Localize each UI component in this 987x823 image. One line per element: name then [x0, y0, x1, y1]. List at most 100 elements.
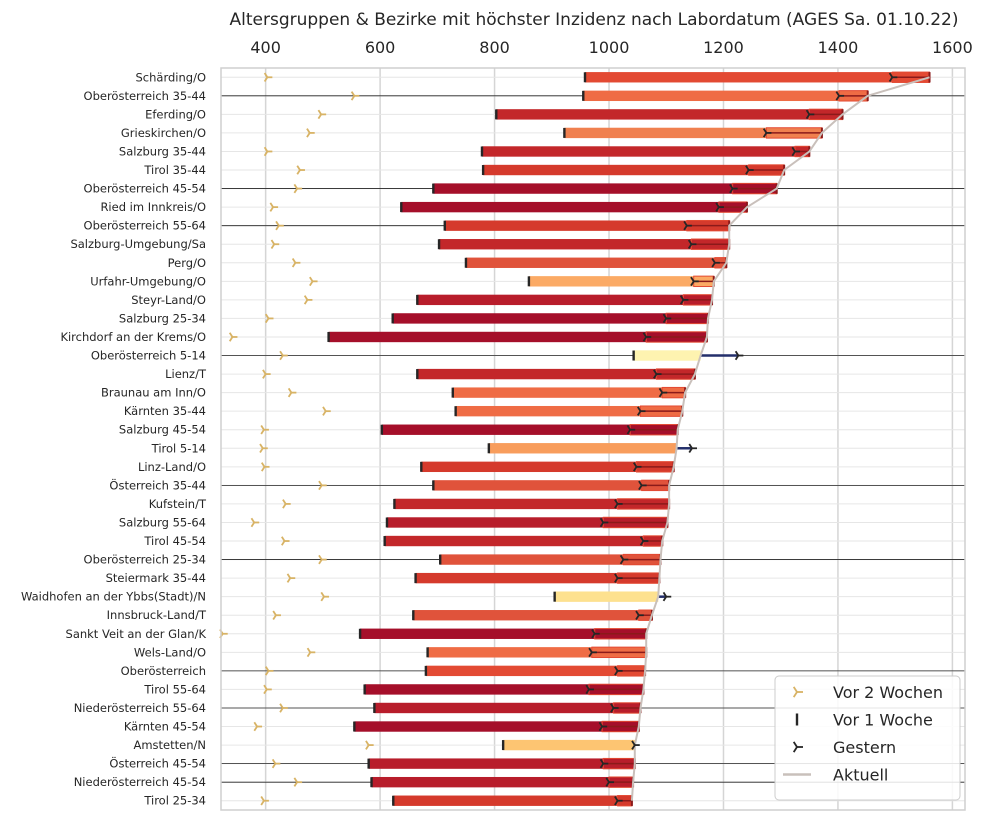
bar [528, 276, 694, 287]
legend-label-yesterday: Gestern [833, 738, 896, 757]
plot-frame [220, 67, 966, 811]
y-tick-label: Perg/O [168, 256, 206, 270]
bar [440, 554, 624, 565]
marker-yesterday [683, 220, 692, 231]
marker-two-weeks [293, 183, 303, 194]
marker-two-weeks [317, 109, 327, 120]
legend-marker-yesterday [792, 741, 803, 753]
bar [425, 665, 618, 677]
bar [427, 647, 592, 658]
y-tick-label: Österreich 35-44 [109, 476, 206, 492]
marker-two-weeks [309, 276, 318, 287]
marker-two-weeks [286, 573, 296, 583]
y-tick-label: Tirol 5-14 [151, 441, 206, 455]
marker-yesterday [662, 591, 672, 602]
marker-two-weeks [260, 795, 269, 806]
marker-yesterday [745, 165, 754, 175]
y-tick-label: Linz-Land/O [138, 460, 206, 474]
marker-yesterday [715, 202, 724, 212]
y-tick-label: Eferding/O [145, 107, 206, 121]
y-tick-label: Österreich 45-54 [109, 755, 206, 771]
marker-two-weeks [279, 350, 288, 361]
y-tick-label: Oberösterreich [121, 664, 206, 678]
plot-area [219, 67, 966, 811]
bar [421, 461, 637, 473]
legend-box [774, 675, 961, 801]
marker-yesterday [679, 295, 689, 305]
y-tick-label: Amstetten/N [133, 738, 206, 752]
legend-label-current: Aktuell [833, 766, 888, 785]
bar [371, 776, 610, 788]
y-tick-label: Urfahr-Umgebung/O [90, 274, 206, 288]
x-tick-label: 400 [250, 38, 281, 57]
marker-two-weeks [262, 369, 271, 379]
y-tick-label: Salzburg 35-44 [119, 144, 206, 158]
marker-two-weeks [269, 202, 279, 212]
bar [392, 313, 667, 324]
marker-two-weeks [263, 72, 273, 83]
x-tick-label: 1000 [589, 38, 630, 57]
y-tick-label: Oberösterreich 25-34 [84, 553, 206, 567]
marker-yesterday [762, 128, 772, 138]
legend-label-one_week: Vor 1 Woche [833, 711, 933, 730]
bar [417, 294, 684, 306]
marker-yesterday [639, 536, 649, 546]
marker-two-weeks [296, 165, 305, 175]
y-tick-label: Braunau am Inn/O [101, 386, 206, 400]
marker-yesterday [631, 740, 640, 750]
marker-yesterday [635, 610, 644, 620]
chart-title: Altersgruppen & Bezirke mit höchster Inz… [230, 10, 959, 30]
marker-yesterday [591, 629, 600, 639]
series-line-current [630, 76, 930, 801]
bar [328, 331, 647, 343]
marker-yesterday [791, 146, 801, 157]
marker-two-weeks [250, 517, 260, 528]
bar [393, 795, 618, 806]
bar [554, 591, 659, 602]
marker-yesterday [658, 387, 668, 398]
bar [583, 90, 840, 102]
marker-yesterday [734, 350, 744, 361]
bar [384, 535, 644, 547]
marker-yesterday [687, 239, 697, 249]
bar [496, 109, 810, 120]
marker-yesterday [805, 109, 815, 120]
marker-yesterday [636, 406, 646, 416]
bar [417, 368, 657, 380]
x-tick-label: 1400 [818, 38, 859, 57]
marker-two-weeks [322, 406, 331, 416]
marker-yesterday [626, 424, 636, 435]
y-tick-label: Kärnten 35-44 [124, 404, 206, 418]
marker-two-weeks [253, 721, 263, 732]
legend: Vor 2 Wochen Vor 1 Woche Gestern Aktuell [774, 675, 961, 801]
legend-marker-two_weeks [792, 686, 803, 698]
bar [481, 146, 796, 157]
marker-two-weeks [293, 777, 303, 787]
marker-two-weeks [306, 647, 316, 658]
x-tick-label: 1200 [703, 38, 744, 57]
bar [386, 517, 604, 528]
bar [368, 758, 604, 769]
marker-two-weeks [350, 91, 360, 101]
marker-yesterday [605, 777, 615, 787]
bar [364, 684, 589, 695]
marker-yesterday [614, 499, 623, 509]
y-tick-label: Steiermark 35-44 [106, 571, 206, 585]
marker-two-weeks [270, 239, 280, 249]
y-tick-label: Schärding/O [136, 70, 207, 84]
legend-label-two_weeks: Vor 2 Wochen [833, 683, 943, 702]
bar [439, 239, 692, 250]
y-tick-label: Salzburg 45-54 [119, 423, 206, 437]
y-tick-label: Tirol 25-34 [143, 794, 206, 808]
marker-two-weeks [259, 443, 268, 454]
y-tick-label: Ried im Innkreis/O [100, 200, 206, 214]
marker-two-weeks [264, 666, 274, 676]
x-tick-label: 600 [365, 38, 396, 57]
y-tick-label: Sankt Veit an der Glan/K [66, 627, 207, 641]
marker-yesterday [711, 258, 720, 268]
marker-yesterday [599, 517, 609, 528]
marker-two-weeks [263, 684, 272, 695]
y-tick-label: Kirchdorf an der Krems/O [60, 330, 206, 344]
marker-two-weeks [260, 462, 270, 472]
